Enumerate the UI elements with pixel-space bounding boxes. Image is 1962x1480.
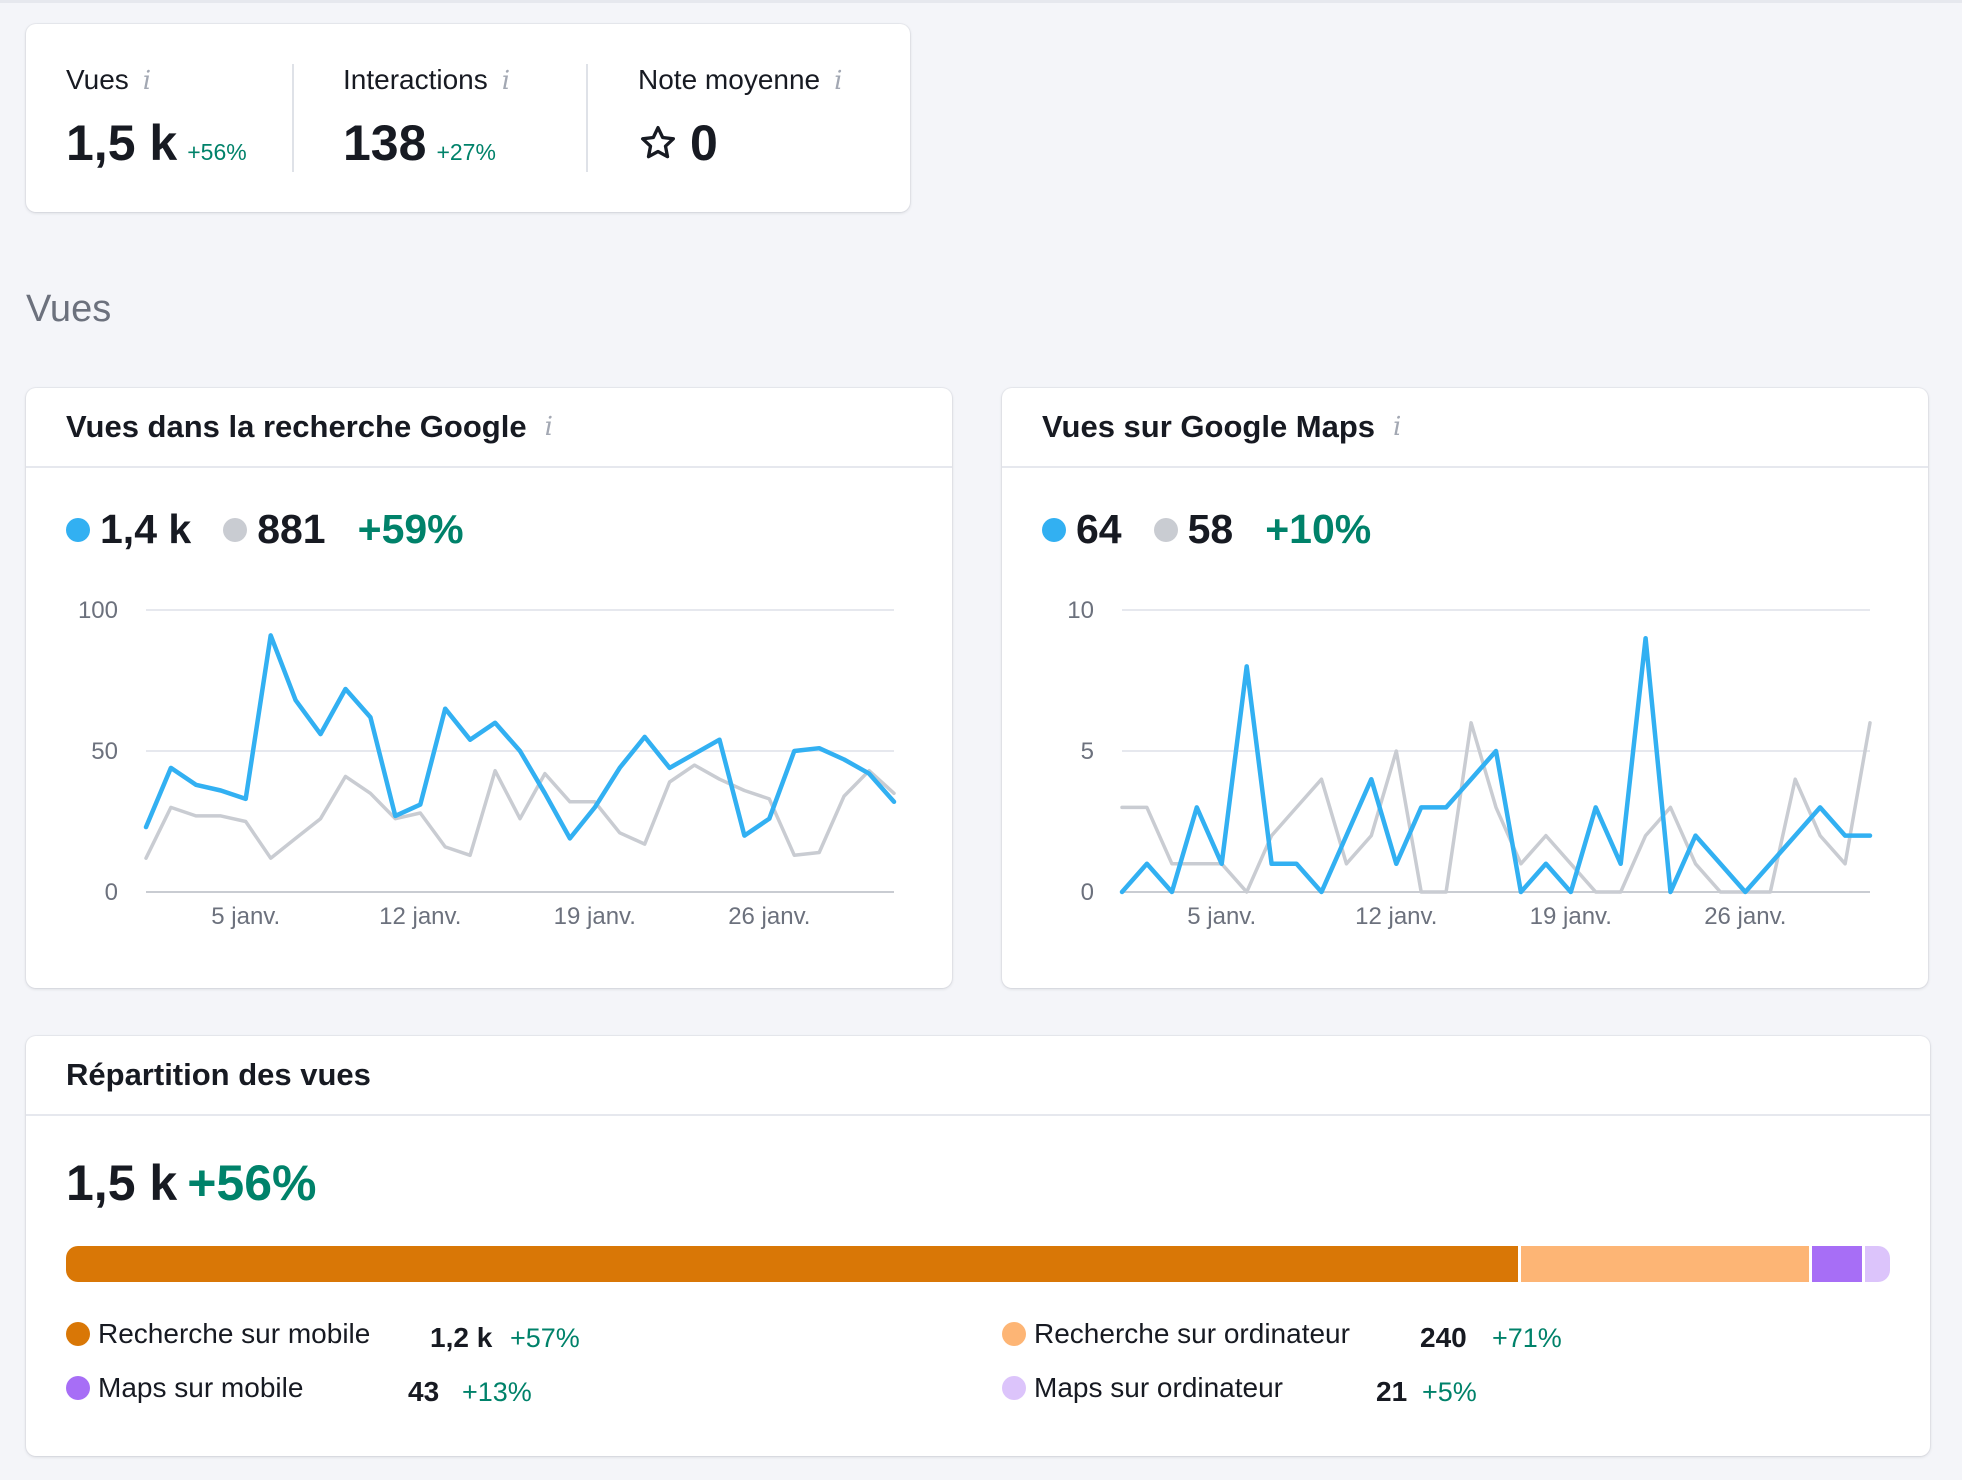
legend-delta: +57% [510,1323,580,1353]
legend-item-mobile-search: Recherche sur mobile [66,1318,370,1350]
legend-dot [66,1322,90,1346]
kpi-divider [586,64,588,172]
kpi-divider [292,64,294,172]
bar-segment[interactable] [1864,1246,1890,1282]
legend-dot [1002,1322,1026,1346]
x-tick-label: 12 janv. [1355,903,1437,930]
legend-label: Recherche sur ordinateur [1034,1318,1350,1349]
current-period-value: 64 [1076,506,1122,552]
card-title: Vues dans la recherche Google [66,409,527,444]
line-chart[interactable]: 0 5 10 5 janv. 12 janv. 19 janv. 26 janv. [1002,578,1928,978]
legend-value: 240 [1420,1322,1467,1353]
card-title: Vues sur Google Maps [1042,409,1376,444]
legend-dot [1002,1376,1026,1400]
info-icon[interactable]: i [834,66,843,96]
x-tick-label: 12 janv. [379,903,461,930]
legend-label: Recherche sur mobile [98,1318,371,1349]
legend-delta: +5% [1422,1377,1477,1407]
current-period-line[interactable] [1119,635,1873,895]
period-delta: +59% [357,506,464,552]
google-search-views-card: Vues dans la recherche Google i 1,4 k 881… [26,388,952,988]
kpi-value: 0 [690,115,718,171]
legend-delta: +71% [1492,1323,1562,1353]
legend-item-desktop-search: Recherche sur ordinateur [1002,1318,1350,1350]
info-icon[interactable]: i [1393,412,1402,442]
legend-value: 1,2 k [430,1322,493,1353]
section-title: Vues [26,288,112,330]
x-tick-label: 5 janv. [211,903,280,930]
y-tick-label: 100 [78,597,118,624]
current-period-dot [1042,517,1066,542]
kpi-rating-label-row: Note moyenne i [638,64,842,96]
chart-summary: 1,4 k 881 +59% [66,506,464,553]
current-period-value: 1,4 k [100,506,192,552]
kpi-summary-card: Vues i 1,5 k +56% Interactions i 138 +27% … [26,24,910,212]
kpi-value: 1,5 k [66,115,178,171]
breakdown-total: 1,5 k +56% [66,1154,317,1212]
info-icon[interactable]: i [501,66,511,96]
kpi-value: 138 [343,115,427,171]
legend-label: Maps sur mobile [98,1372,304,1403]
y-tick-label: 50 [91,738,118,765]
y-tick-label: 0 [1081,879,1094,906]
legend-value: 21 [1376,1376,1408,1407]
legend-item-desktop-maps: Maps sur ordinateur [1002,1372,1283,1404]
card-header: Vues sur Google Maps i [1002,388,1928,468]
chart-summary: 64 58 +10% [1042,506,1371,553]
y-tick-label: 10 [1067,597,1094,624]
legend-label: Maps sur ordinateur [1034,1372,1284,1403]
total-delta: +56% [187,1155,317,1211]
line-chart[interactable]: 0 50 100 5 janv. 12 janv. 19 janv. 26 janv. [26,578,952,978]
google-maps-views-card: Vues sur Google Maps i 64 58 +10% 0 5 10 5 j… [1002,388,1928,988]
kpi-label: Interactions [343,64,488,95]
kpi-label: Note moyenne [638,64,821,95]
info-icon[interactable]: i [544,412,553,442]
x-tick-label: 19 janv. [1530,903,1612,930]
previous-period-value: 881 [257,506,326,552]
x-tick-label: 26 janv. [1704,903,1786,930]
card-title: Répartition des vues [66,1057,371,1092]
x-tick-label: 26 janv. [728,903,810,930]
current-period-line[interactable] [143,633,897,841]
kpi-delta: +27% [436,139,496,165]
bar-segment[interactable] [66,1246,1522,1282]
kpi-interactions-label-row: Interactions i [343,64,510,96]
views-breakdown-card: Répartition des vues 1,5 k +56% Recherch… [26,1036,1930,1456]
kpi-delta: +56% [187,139,247,165]
x-tick-label: 5 janv. [1187,903,1256,930]
kpi-views-label-row: Vues i [66,64,247,96]
legend-value: 43 [408,1376,440,1407]
top-divider [0,0,1962,3]
current-period-dot [66,517,90,542]
legend-dot [66,1376,90,1400]
legend-delta: +13% [462,1377,532,1407]
y-tick-label: 5 [1081,738,1094,765]
kpi-views[interactable]: Vues i 1,5 k +56% [66,64,247,172]
total-value: 1,5 k [66,1155,178,1211]
previous-period-value: 58 [1187,506,1234,552]
card-header: Répartition des vues [26,1036,1930,1116]
stacked-bar[interactable] [66,1246,1890,1282]
card-header: Vues dans la recherche Google i [26,388,952,468]
kpi-rating[interactable]: Note moyenne i 0 [638,64,842,172]
previous-period-dot [1153,517,1178,542]
kpi-interactions[interactable]: Interactions i 138 +27% [343,64,510,172]
bar-segment[interactable] [1521,1246,1813,1282]
x-tick-label: 19 janv. [554,903,636,930]
period-delta: +10% [1265,506,1372,552]
previous-period-line[interactable] [144,763,896,860]
previous-period-dot [223,517,248,542]
y-tick-label: 0 [105,879,118,906]
bar-segment[interactable] [1812,1246,1865,1282]
star-icon [641,126,675,159]
legend-item-mobile-maps: Maps sur mobile [66,1372,303,1404]
kpi-label: Vues [66,64,129,95]
info-icon[interactable]: i [142,66,152,96]
